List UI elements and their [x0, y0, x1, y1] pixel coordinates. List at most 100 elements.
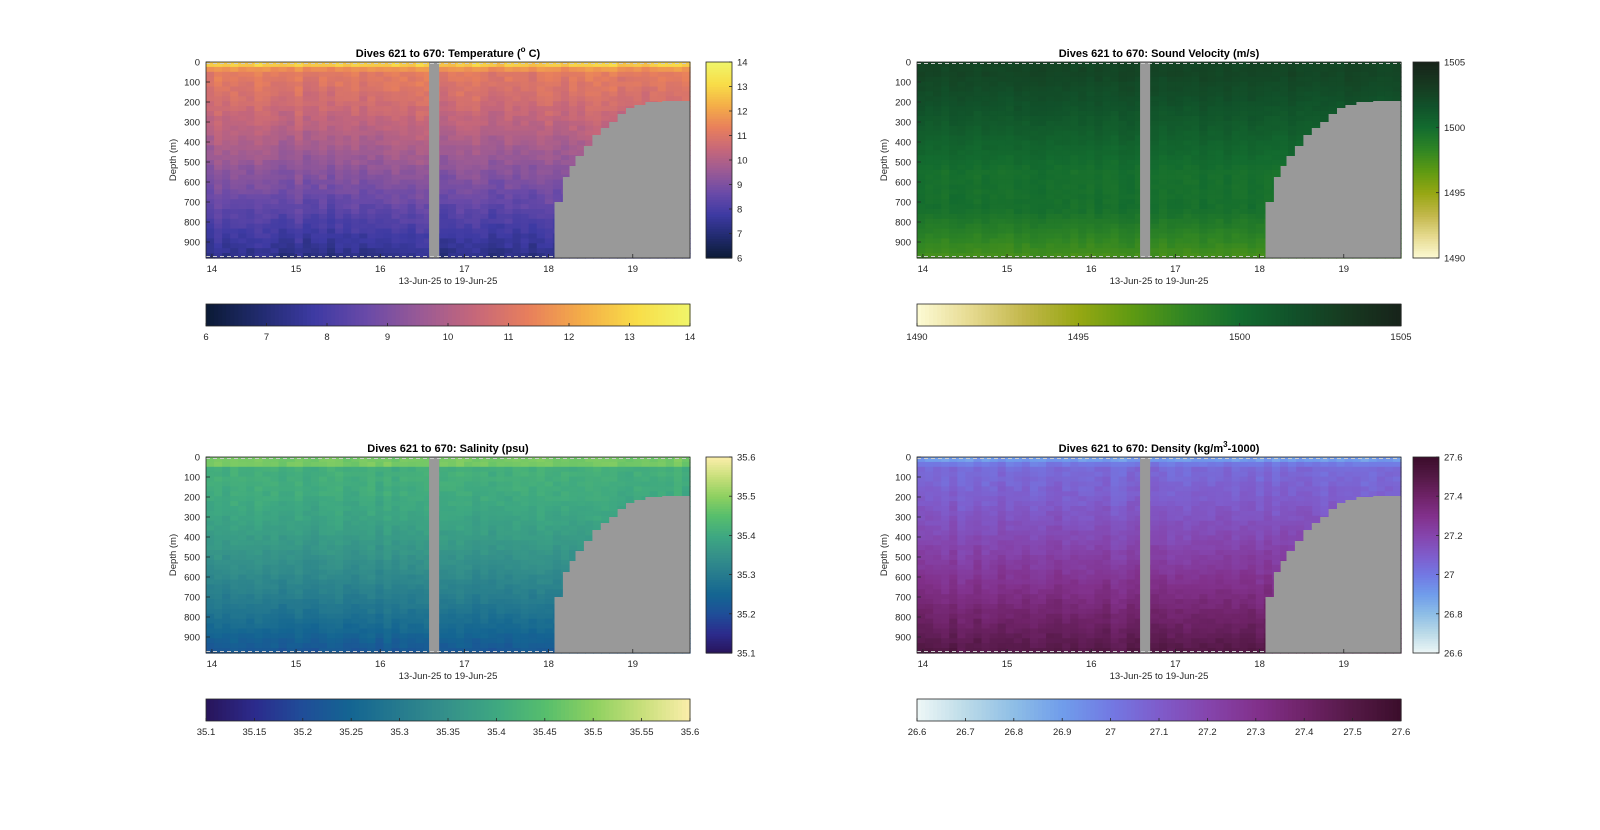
heatmap-cell	[1078, 155, 1087, 161]
heatmap-cell	[1126, 160, 1136, 166]
heatmap-cell	[1013, 62, 1023, 68]
heatmap-cell	[1231, 160, 1241, 166]
heatmap-cell	[310, 209, 320, 215]
heatmap-cell	[230, 125, 239, 132]
heatmap-cell	[1215, 91, 1225, 97]
heatmap-cell	[1263, 145, 1273, 151]
colorbar-swatch	[706, 201, 732, 205]
heatmap-cell	[1199, 213, 1208, 220]
heatmap-cell	[407, 243, 417, 249]
heatmap-cell	[544, 125, 554, 132]
heatmap-cell	[1255, 218, 1265, 225]
heatmap-cell	[472, 106, 481, 112]
heatmap-cell	[1296, 130, 1305, 137]
heatmap-cell	[528, 194, 538, 200]
heatmap-cell	[1118, 213, 1128, 220]
heatmap-cell	[302, 91, 312, 97]
heatmap-cell	[973, 228, 983, 235]
heatmap-cell	[302, 71, 312, 78]
colorbar-swatch	[508, 304, 514, 326]
heatmap-cell	[318, 243, 328, 249]
heatmap-cell	[456, 81, 465, 88]
heatmap-cell	[206, 111, 215, 117]
heatmap-cell	[448, 248, 457, 254]
heatmap-cell	[1191, 120, 1200, 127]
heatmap-cell	[480, 106, 489, 112]
heatmap-cell	[560, 81, 570, 88]
heatmap-cell	[351, 145, 360, 151]
heatmap-cell	[238, 218, 247, 225]
heatmap-cell	[1288, 101, 1297, 107]
heatmap-cell	[1239, 96, 1249, 102]
heatmap-cell	[488, 115, 497, 122]
heatmap-cell	[359, 86, 368, 92]
heatmap-cell	[407, 169, 417, 176]
heatmap-cell	[1102, 194, 1112, 200]
heatmap-cell	[1255, 179, 1265, 186]
heatmap-cell	[1134, 140, 1144, 146]
heatmap-cell	[1038, 62, 1047, 68]
heatmap-cell	[1231, 150, 1241, 156]
heatmap-cell	[1029, 66, 1039, 73]
heatmap-cell	[544, 71, 554, 78]
heatmap-cell	[1150, 253, 1160, 259]
heatmap-cell	[1191, 115, 1200, 122]
heatmap-cell	[504, 62, 514, 68]
heatmap-cell	[439, 204, 449, 210]
heatmap-cell	[391, 62, 401, 68]
heatmap-cell	[536, 199, 546, 205]
heatmap-cell	[327, 174, 336, 181]
heatmap-cell	[1126, 101, 1136, 107]
heatmap-cell	[544, 106, 554, 112]
heatmap-cell	[1207, 111, 1217, 117]
heatmap-cell	[383, 223, 393, 230]
heatmap-cell	[206, 164, 215, 171]
heatmap-cell	[536, 71, 546, 78]
heatmap-cell	[375, 81, 385, 88]
heatmap-cell	[917, 155, 926, 161]
heatmap-cell	[1280, 81, 1289, 88]
heatmap-cell	[1271, 125, 1281, 132]
heatmap-cell	[1070, 209, 1079, 215]
heatmap-cell	[246, 164, 255, 171]
heatmap-cell	[504, 243, 514, 249]
heatmap-cell	[456, 209, 465, 215]
heatmap-cell	[1110, 120, 1120, 127]
heatmap-cell	[528, 111, 538, 117]
heatmap-cell	[246, 233, 255, 239]
colorbar-swatch	[512, 304, 518, 326]
heatmap-cell	[391, 253, 401, 259]
heatmap-cell	[310, 189, 320, 195]
colorbar-swatch	[706, 233, 732, 237]
heatmap-cell	[367, 86, 376, 92]
heatmap-cell	[222, 155, 231, 161]
heatmap-cell	[1271, 71, 1281, 78]
heatmap-cell	[1005, 106, 1015, 112]
heatmap-cell	[343, 209, 352, 215]
heatmap-cell	[665, 71, 675, 78]
heatmap-cell	[1070, 71, 1079, 78]
heatmap-cell	[327, 248, 336, 254]
heatmap-cell	[917, 243, 926, 249]
heatmap-cell	[528, 125, 538, 132]
heatmap-cell	[1038, 115, 1047, 122]
heatmap-cell	[206, 184, 215, 190]
heatmap-cell	[504, 71, 514, 78]
heatmap-cell	[1013, 140, 1023, 146]
heatmap-cell	[1046, 135, 1055, 141]
heatmap-cell	[310, 81, 320, 88]
heatmap-cell	[359, 179, 368, 186]
heatmap-cell	[367, 71, 376, 78]
heatmap-cell	[973, 96, 983, 102]
heatmap-cell	[351, 233, 360, 239]
heatmap-cell	[917, 209, 926, 215]
heatmap-cell	[270, 86, 280, 92]
heatmap-cell	[1304, 101, 1313, 107]
heatmap-cell	[1223, 160, 1233, 166]
heatmap-cell	[1199, 140, 1208, 146]
heatmap-cell	[1094, 243, 1104, 249]
heatmap-cell	[520, 233, 530, 239]
heatmap-cell	[407, 150, 417, 156]
heatmap-cell	[472, 111, 481, 117]
heatmap-cell	[997, 189, 1007, 195]
